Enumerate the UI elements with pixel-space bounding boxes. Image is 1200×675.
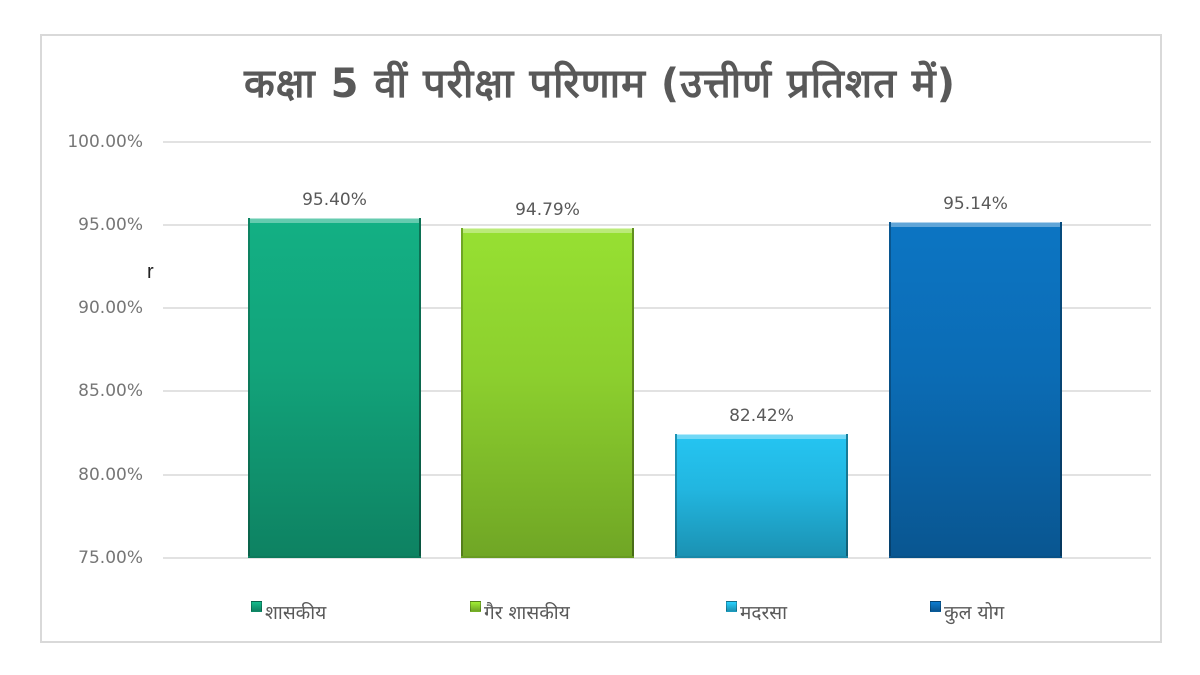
- data-label-kul-yog: 95.14%: [943, 193, 1008, 214]
- gridline-100: [163, 141, 1151, 143]
- legend-item-shaskiya: शासकीय: [251, 598, 326, 628]
- y-tick-90: 90.00%: [78, 298, 143, 318]
- legend-item-kul-yog: कुल योग: [930, 598, 1004, 628]
- gridline-90: [163, 307, 1151, 309]
- chart-title: कक्षा 5 वीं परीक्षा परिणाम (उत्तीर्ण प्र…: [243, 61, 957, 107]
- y-tick-100: 100.00%: [67, 132, 143, 152]
- y-tick-85: 85.00%: [78, 381, 143, 401]
- y-tick-80: 80.00%: [78, 465, 143, 485]
- bar-highlight: [677, 433, 846, 439]
- stray-text: r: [147, 261, 154, 283]
- bar-gair-shaskiya: [461, 227, 634, 558]
- bar-highlight: [250, 217, 419, 223]
- gridline-80: [163, 474, 1151, 476]
- y-tick-75: 75.00%: [78, 548, 143, 568]
- data-label-gair-shaskiya: 94.79%: [515, 199, 580, 220]
- gridline-95: [163, 224, 1151, 226]
- legend-item-gair-shaskiya: गैर शासकीय: [470, 598, 570, 628]
- bar-kul-yog: [889, 221, 1062, 558]
- legend-swatch-icon: [726, 601, 737, 612]
- bar-madarsa: [675, 433, 848, 558]
- legend-label: शासकीय: [265, 602, 327, 624]
- data-label-shaskiya: 95.40%: [302, 189, 367, 210]
- legend-swatch-icon: [930, 601, 941, 612]
- legend-label: गैर शासकीय: [484, 602, 570, 624]
- legend-swatch-icon: [470, 601, 481, 612]
- bar-highlight: [463, 227, 632, 233]
- bar-highlight: [891, 221, 1060, 227]
- legend-label: कुल योग: [944, 602, 1005, 624]
- y-tick-95: 95.00%: [78, 215, 143, 235]
- data-label-madarsa: 82.42%: [729, 405, 794, 426]
- legend-item-madarsa: मदरसा: [726, 598, 787, 628]
- gridline-85: [163, 390, 1151, 392]
- bar-shaskiya: [248, 217, 421, 558]
- gridline-75: [163, 557, 1151, 559]
- legend-label: मदरसा: [740, 602, 787, 624]
- legend-swatch-icon: [251, 601, 262, 612]
